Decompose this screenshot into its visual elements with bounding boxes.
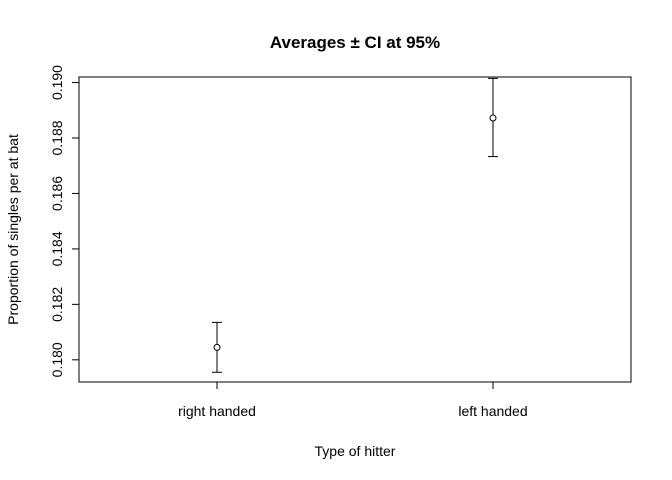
mean-point: [489, 114, 497, 122]
mean-point: [213, 343, 221, 351]
y-tick-label: 0.188: [49, 120, 65, 155]
x-axis-label: Type of hitter: [315, 443, 396, 459]
y-tick-label: 0.186: [49, 176, 65, 211]
x-tick-label: right handed: [178, 403, 256, 419]
x-tick-label: left handed: [458, 403, 527, 419]
y-tick-label: 0.182: [49, 287, 65, 322]
y-tick-label: 0.180: [49, 342, 65, 377]
y-tick-label: 0.184: [49, 231, 65, 266]
plot-frame: [78, 76, 632, 383]
y-axis-label: Proportion of singles per at bat: [5, 134, 21, 325]
chart-title: Averages ± CI at 95%: [270, 33, 440, 52]
x-axis: right handed left handed: [178, 381, 528, 419]
data-marks: [212, 77, 498, 373]
y-tick-label: 0.190: [49, 65, 65, 100]
y-axis: 0.180 0.182 0.184 0.186 0.188 0.190: [49, 65, 80, 377]
